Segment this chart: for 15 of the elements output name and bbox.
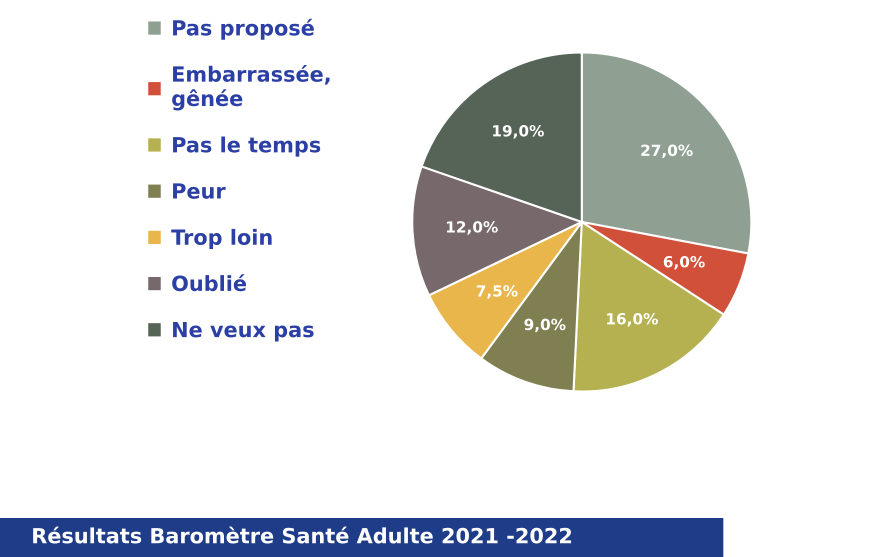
text: Résultats Baromètre Santé Adulte 2021 -2022 [33,526,572,544]
data-label: 6,0% [664,256,705,270]
legend-label: Trop loin [171,228,272,250]
legend-label: Pas proposé [173,18,314,40]
data-label: 12,0% [446,221,498,235]
legend-label: Pas le temps [173,136,320,157]
legend-label: Peur [173,183,226,199]
data-label: 9,0% [524,318,566,332]
legend-label: Oublié [172,274,246,292]
data-label: 19,0% [493,125,544,139]
data-label: 16,0% [607,312,658,327]
data-label: 27,0% [641,144,693,158]
legend-label: Embarrassée, gênée [172,64,330,110]
legend-label: Ne veux pas [173,322,314,342]
data-label: 7,5% [476,285,518,299]
